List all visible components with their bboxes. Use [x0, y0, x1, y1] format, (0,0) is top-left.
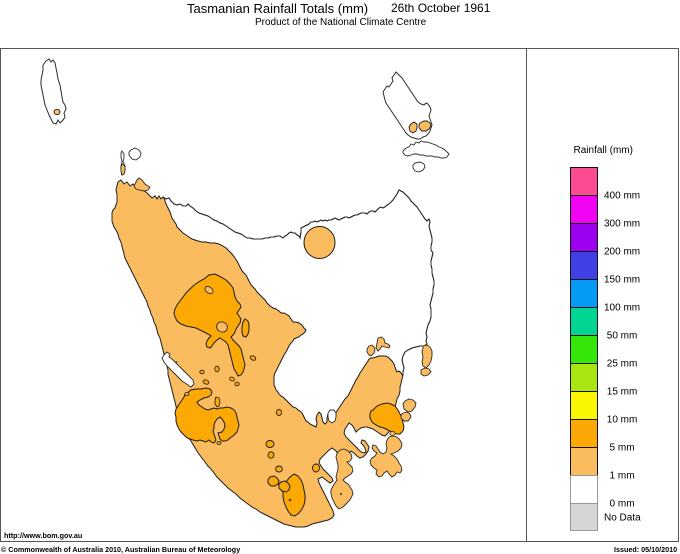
svg-text:400 mm: 400 mm	[604, 191, 640, 202]
svg-text:10 mm: 10 mm	[604, 415, 637, 426]
svg-text:5 mm: 5 mm	[604, 443, 635, 454]
svg-text:50 mm: 50 mm	[604, 331, 637, 342]
svg-text:Rainfall (mm): Rainfall (mm)	[574, 145, 633, 156]
svg-text:200 mm: 200 mm	[604, 247, 640, 258]
svg-text:150 mm: 150 mm	[604, 275, 640, 286]
svg-text:No Data: No Data	[604, 512, 641, 523]
svg-text:0 mm: 0 mm	[604, 499, 635, 510]
svg-text:15 mm: 15 mm	[604, 387, 637, 398]
svg-text:100 mm: 100 mm	[604, 303, 640, 314]
svg-text:300 mm: 300 mm	[604, 219, 640, 230]
svg-text:25 mm: 25 mm	[604, 359, 637, 370]
svg-text:1 mm: 1 mm	[604, 471, 635, 482]
